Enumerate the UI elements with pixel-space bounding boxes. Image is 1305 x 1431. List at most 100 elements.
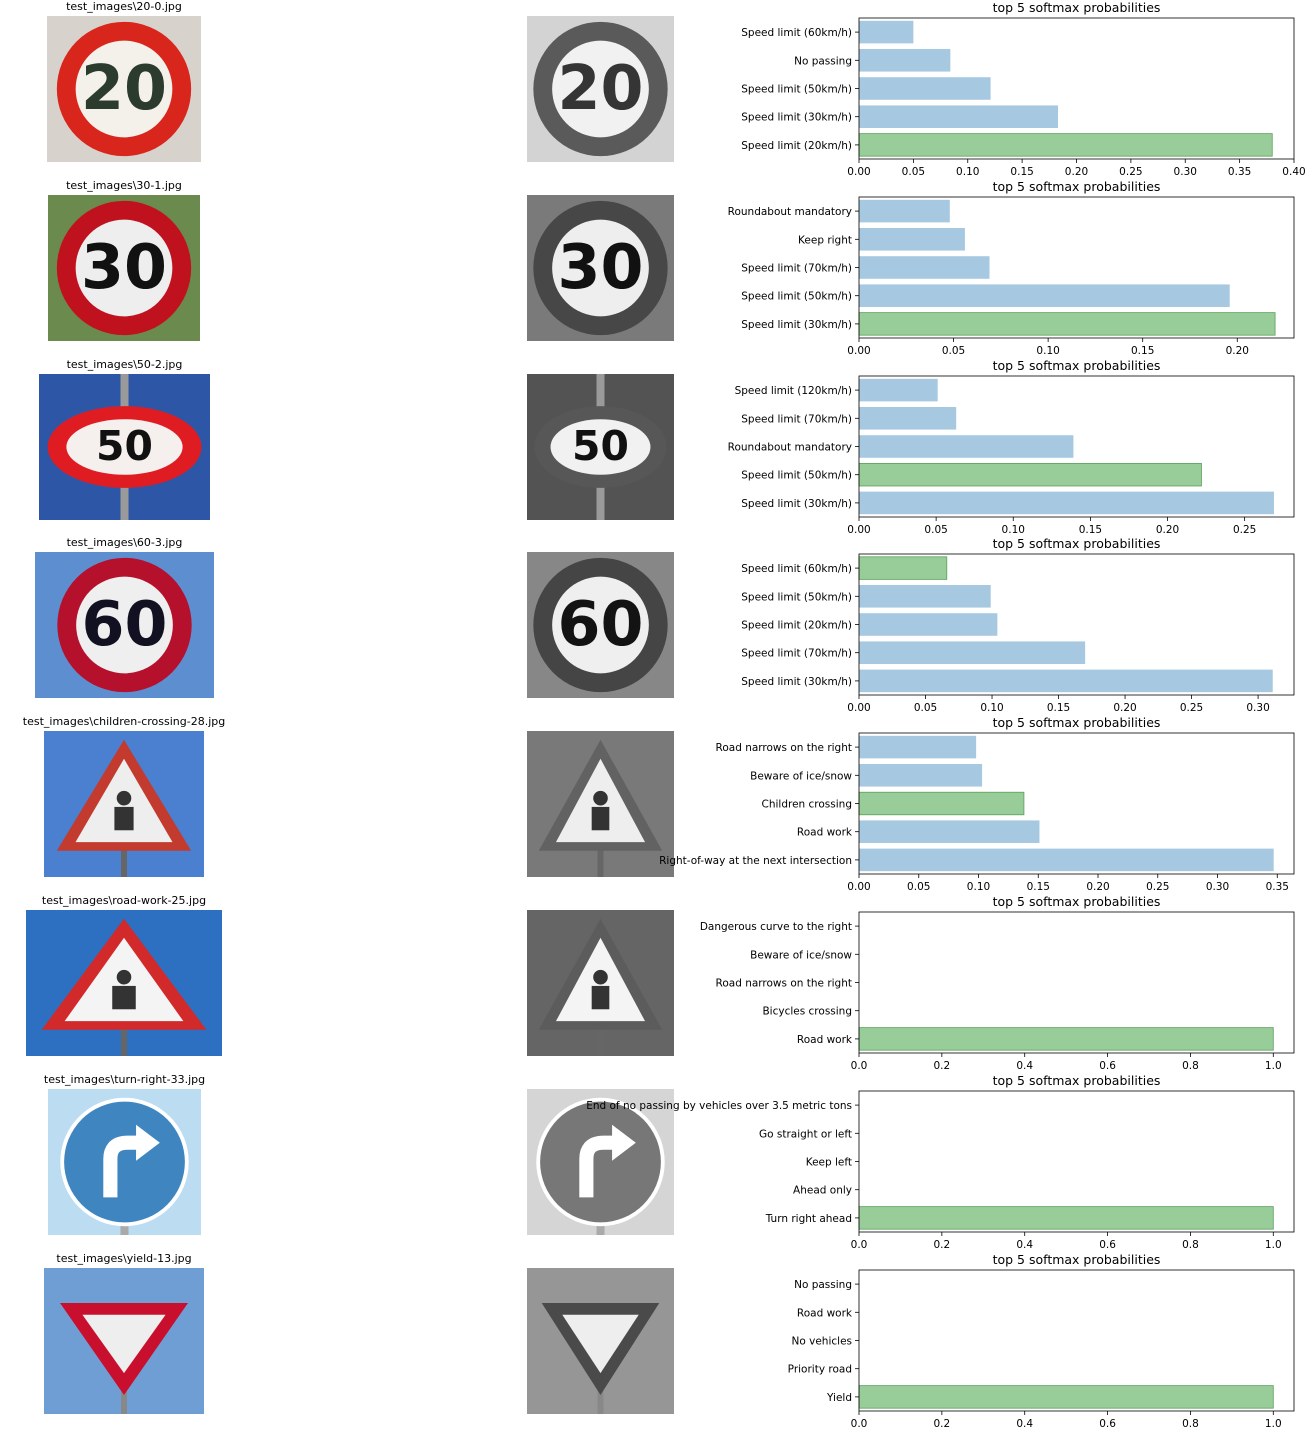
x-tick-label: 0.05 [902, 166, 925, 178]
y-tick-label: Roundabout mandatory [728, 441, 852, 453]
bar [858, 792, 1025, 816]
y-tick-label: No passing [794, 55, 852, 67]
bar [859, 736, 977, 759]
bar [858, 1384, 1274, 1409]
image-filename: test_images\50-2.jpg [66, 357, 183, 371]
bar [859, 284, 1230, 307]
sign-face [550, 418, 651, 475]
y-tick-label: Speed limit (60km/h) [741, 563, 852, 575]
y-tick-label: Dangerous curve to the right [700, 921, 852, 933]
bar [859, 199, 950, 223]
softmax-chart: top 5 softmax probabilities Speed limit (… [741, 0, 1305, 178]
x-tick-label: 0.00 [847, 166, 870, 178]
x-tick-label: 0.00 [847, 524, 870, 536]
bar [859, 20, 914, 44]
sign-number: 50 [96, 422, 153, 470]
sign-face [562, 1314, 639, 1373]
bar [859, 491, 1274, 514]
pictogram-head [593, 969, 608, 985]
bar [858, 556, 948, 581]
image-filename: test_images\children-crossing-28.jpg [22, 715, 226, 729]
bar [859, 49, 951, 72]
sign-face [75, 219, 173, 317]
y-tick-label: Road work [797, 1307, 853, 1319]
sign-pole [597, 840, 604, 878]
grayscale-sign-image: 50 [527, 373, 674, 520]
bar [859, 256, 990, 279]
bar [858, 462, 1202, 486]
x-tick-label: 0.15 [1079, 524, 1102, 536]
panel-row: test_images\50-2.jpg 50 50 top 5 softmax pr… [0, 358, 1305, 537]
x-tick-label: 0.30 [1246, 702, 1269, 714]
sign-drawing: 20 [527, 16, 674, 162]
image-filename: test_images\20-0.jpg [66, 0, 182, 13]
pictogram-body [591, 807, 610, 831]
y-tick-label: Beware of ice/snow [750, 949, 852, 961]
softmax-chart: top 5 softmax probabilities Turn right ah… [586, 1073, 1295, 1251]
x-tick-label: 0.25 [1146, 881, 1169, 893]
image-filename: test_images\60-3.jpg [66, 536, 183, 550]
sign-drawing [527, 1088, 674, 1235]
bar [859, 764, 983, 787]
sign-drawing: 60 [35, 552, 214, 699]
bar [859, 820, 1040, 844]
x-tick-label: 0.10 [980, 702, 1003, 714]
image-filename: test_images\30-1.jpg [66, 178, 182, 192]
y-tick-label: No vehicles [792, 1335, 852, 1347]
x-tick-label: 0.0 [851, 1239, 868, 1251]
pictogram-head [593, 791, 608, 806]
y-tick-label: Bicycles crossing [762, 1006, 852, 1018]
sign-number: 60 [82, 589, 168, 661]
image-filename: test_images\turn-right-33.jpg [43, 1072, 206, 1086]
y-tick-label: Speed limit (20km/h) [741, 620, 852, 632]
x-tick-label: 0.2 [934, 1060, 951, 1072]
x-tick-label: 0.15 [1131, 345, 1154, 357]
x-tick-label: 0.40 [1282, 166, 1305, 178]
x-tick-label: 0.30 [1206, 881, 1229, 893]
axes-frame [858, 911, 1295, 1054]
softmax-chart: top 5 softmax probabilities Speed limit (… [741, 536, 1295, 714]
x-tick-label: 0.10 [956, 166, 979, 178]
y-tick-label: Speed limit (70km/h) [741, 648, 852, 660]
chart-title: top 5 softmax probabilities [993, 1073, 1161, 1088]
bar [859, 670, 1273, 693]
bar [859, 227, 965, 251]
grayscale-sign-image: 60 [527, 552, 674, 699]
grayscale-sign-image [527, 1088, 674, 1235]
chart-title: top 5 softmax probabilities [993, 715, 1161, 730]
x-tick-label: 0.2 [934, 1239, 951, 1251]
y-tick-label: Go straight or left [759, 1128, 852, 1140]
pictogram-body [112, 985, 136, 1010]
original-sign-image: 30 [48, 194, 200, 341]
axes-frame [858, 553, 1295, 696]
bar [859, 434, 1074, 458]
pictogram-body [591, 985, 610, 1010]
bar [858, 312, 1276, 336]
sign-face [540, 1101, 661, 1223]
bar [858, 133, 1273, 157]
arrow-stem [103, 1135, 138, 1198]
panel-row: test_images\road-work-25.jpg top 5 softma… [0, 894, 1305, 1073]
x-tick-label: 0.6 [1099, 1060, 1116, 1072]
sign-number: 60 [558, 589, 644, 661]
x-tick-label: 0.20 [1113, 702, 1136, 714]
sign-number: 20 [558, 52, 644, 124]
x-tick-label: 0.05 [907, 881, 930, 893]
x-tick-label: 1.0 [1265, 1060, 1282, 1072]
x-tick-label: 0.6 [1099, 1418, 1116, 1430]
y-tick-label: Turn right ahead [765, 1213, 852, 1225]
panel-row: test_images\20-0.jpg 20 20 top 5 softmax pr… [0, 0, 1305, 179]
y-tick-label: Speed limit (30km/h) [741, 497, 852, 509]
x-tick-label: 0.20 [1086, 881, 1109, 893]
grayscale-sign-image [527, 731, 674, 878]
axes-frame [858, 1090, 1295, 1233]
softmax-chart: top 5 softmax probabilities Right-of-way … [659, 715, 1295, 893]
axes-frame [858, 732, 1295, 875]
x-tick-label: 0.0 [851, 1418, 868, 1430]
x-tick-label: 0.10 [967, 881, 990, 893]
y-tick-label: Road narrows on the right [716, 742, 852, 754]
original-sign-image: 50 [39, 373, 210, 520]
sign-drawing [527, 1267, 674, 1414]
y-tick-label: Speed limit (30km/h) [741, 319, 852, 331]
chart-title: top 5 softmax probabilities [993, 179, 1161, 194]
